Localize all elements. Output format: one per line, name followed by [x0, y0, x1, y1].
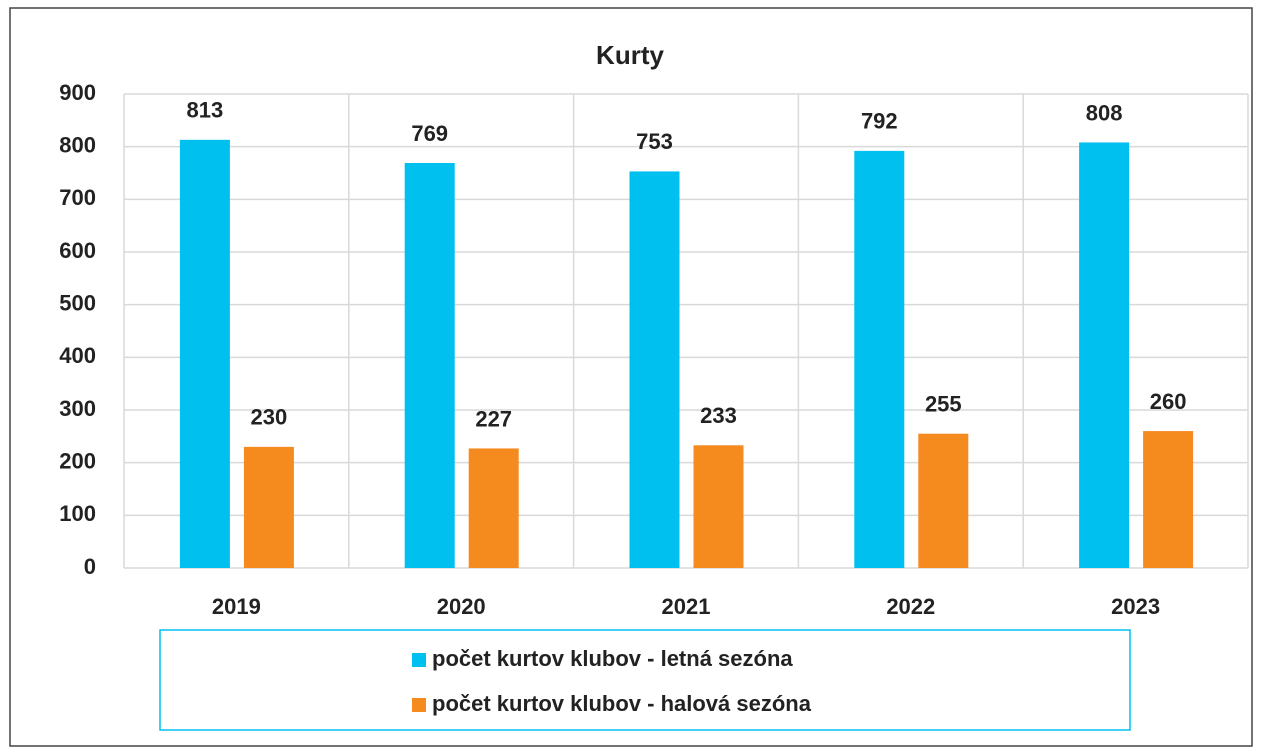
- y-tick-label: 400: [59, 343, 96, 368]
- bar: [918, 433, 969, 568]
- data-label: 769: [411, 121, 448, 146]
- bar: [179, 139, 230, 568]
- y-tick-label: 500: [59, 290, 96, 315]
- legend-label: počet kurtov klubov - halová sezóna: [432, 691, 812, 716]
- data-label: 255: [925, 392, 962, 417]
- data-label: 808: [1086, 100, 1123, 125]
- data-label: 233: [700, 403, 737, 428]
- y-tick-label: 800: [59, 132, 96, 157]
- data-label: 813: [187, 98, 224, 123]
- chart-title: Kurty: [596, 40, 664, 70]
- x-tick-label: 2020: [437, 594, 486, 619]
- data-label: 753: [636, 129, 673, 154]
- y-tick-label: 200: [59, 448, 96, 473]
- data-label: 260: [1150, 389, 1187, 414]
- bar: [629, 171, 680, 569]
- y-tick-label: 100: [59, 501, 96, 526]
- bar: [854, 150, 905, 568]
- y-tick-label: 0: [84, 554, 96, 579]
- bar: [243, 446, 294, 568]
- data-label: 230: [251, 405, 288, 430]
- legend-label: počet kurtov klubov - letná sezóna: [432, 646, 793, 671]
- y-tick-label: 600: [59, 238, 96, 263]
- bar: [1079, 142, 1130, 568]
- x-tick-label: 2023: [1111, 594, 1160, 619]
- y-tick-label: 300: [59, 396, 96, 421]
- y-tick-label: 900: [59, 80, 96, 105]
- data-label: 227: [475, 406, 512, 431]
- bar: [468, 448, 519, 568]
- bar: [404, 162, 455, 568]
- x-tick-label: 2021: [662, 594, 711, 619]
- y-tick-label: 700: [59, 185, 96, 210]
- bar: [693, 445, 744, 568]
- legend-box: [159, 629, 1131, 731]
- x-tick-label: 2019: [212, 594, 261, 619]
- legend-swatch: [412, 653, 426, 667]
- x-tick-label: 2022: [886, 594, 935, 619]
- bar: [1143, 431, 1194, 568]
- data-label: 792: [861, 109, 898, 134]
- legend-swatch: [412, 698, 426, 712]
